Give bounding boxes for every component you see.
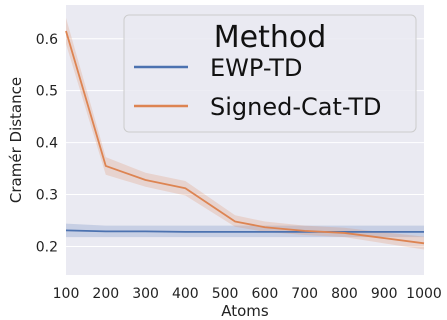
series-lines <box>65 30 425 245</box>
confidence-bands <box>66 17 424 250</box>
band-ewp-td <box>66 223 424 238</box>
legend-title: Method <box>214 20 327 55</box>
y-tick-label: 0.3 <box>36 188 58 204</box>
y-tick-label: 0.4 <box>36 136 58 152</box>
x-tick-label: 300 <box>132 286 159 302</box>
x-tick-label: 100 <box>53 286 80 302</box>
y-tick-labels: 0.2 0.3 0.4 0.5 0.6 <box>36 32 58 256</box>
x-tick-label: 1000 <box>406 286 442 302</box>
legend: Method EWP-TD Signed-Cat-TD <box>123 14 417 133</box>
x-tick-label: 700 <box>291 286 318 302</box>
x-tick-labels: 100 200 300 400 500 600 700 800 900 1000 <box>53 286 442 302</box>
x-tick-label: 900 <box>371 286 398 302</box>
legend-box <box>123 14 417 133</box>
x-tick-label: 800 <box>331 286 358 302</box>
legend-label-ewp-td: EWP-TD <box>210 54 302 82</box>
line-ewp-td <box>65 229 424 233</box>
line-signed-cat-td <box>65 30 425 245</box>
y-tick-label: 0.2 <box>36 239 58 255</box>
x-tick-label: 600 <box>252 286 279 302</box>
x-axis-label: Atoms <box>221 302 269 320</box>
x-tick-label: 200 <box>92 286 119 302</box>
y-tick-label: 0.5 <box>36 84 58 100</box>
y-axis-label: Cramér Distance <box>7 77 25 203</box>
y-tick-label: 0.6 <box>36 32 58 48</box>
x-tick-label: 400 <box>172 286 199 302</box>
legend-label-signed-cat-td: Signed-Cat-TD <box>210 93 381 121</box>
x-tick-label: 500 <box>212 286 239 302</box>
